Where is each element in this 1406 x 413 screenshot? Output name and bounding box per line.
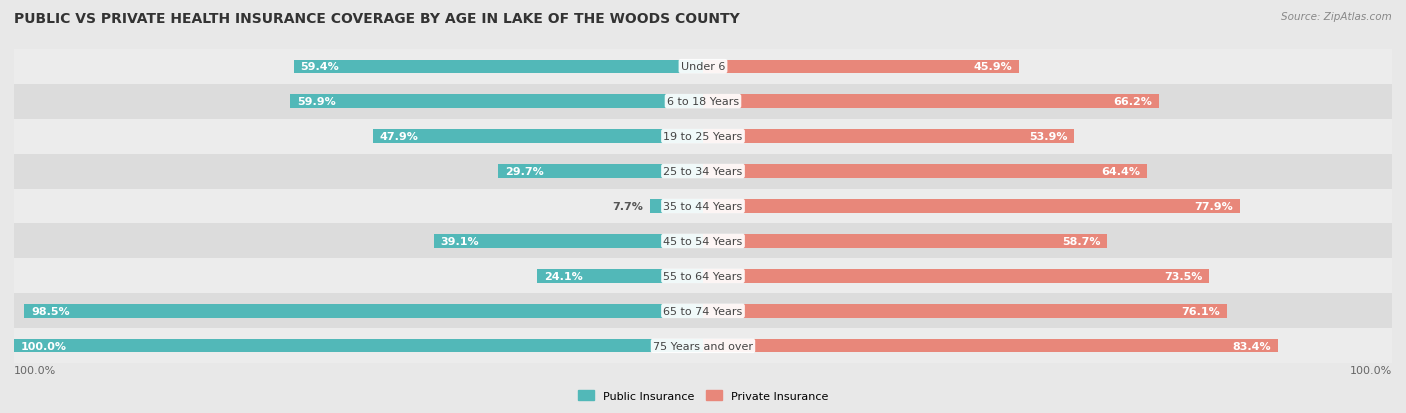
Bar	[703, 235, 1108, 248]
Text: 45.9%: 45.9%	[973, 62, 1012, 72]
Bar	[433, 235, 703, 248]
Text: 76.1%: 76.1%	[1181, 306, 1220, 316]
Text: 25 to 34 Years: 25 to 34 Years	[664, 166, 742, 177]
Text: 83.4%: 83.4%	[1232, 341, 1271, 351]
Text: 45 to 54 Years: 45 to 54 Years	[664, 236, 742, 247]
Text: 77.9%: 77.9%	[1194, 202, 1233, 211]
Bar	[703, 339, 1278, 353]
Text: 75 Years and over: 75 Years and over	[652, 341, 754, 351]
Bar	[0, 224, 1406, 259]
Text: 7.7%: 7.7%	[612, 202, 643, 211]
Text: 73.5%: 73.5%	[1164, 271, 1202, 281]
Bar	[0, 259, 1406, 294]
Bar	[703, 60, 1019, 74]
Text: 100.0%: 100.0%	[14, 365, 56, 375]
Text: 24.1%: 24.1%	[544, 271, 582, 281]
Legend: Public Insurance, Private Insurance: Public Insurance, Private Insurance	[574, 385, 832, 405]
Bar	[0, 294, 1406, 329]
Bar	[703, 95, 1159, 109]
Bar	[703, 130, 1074, 143]
Text: 35 to 44 Years: 35 to 44 Years	[664, 202, 742, 211]
Text: 6 to 18 Years: 6 to 18 Years	[666, 97, 740, 107]
Bar	[650, 200, 703, 213]
Bar	[537, 270, 703, 283]
Text: 100.0%: 100.0%	[21, 341, 67, 351]
Bar	[0, 84, 1406, 119]
Text: 59.4%: 59.4%	[301, 62, 339, 72]
Bar	[294, 60, 703, 74]
Bar	[14, 339, 703, 353]
Text: 59.9%: 59.9%	[297, 97, 336, 107]
Bar	[24, 304, 703, 318]
Bar	[0, 189, 1406, 224]
Bar	[0, 329, 1406, 363]
Bar	[703, 200, 1240, 213]
Text: 100.0%: 100.0%	[1350, 365, 1392, 375]
Text: 29.7%: 29.7%	[505, 166, 544, 177]
Text: 66.2%: 66.2%	[1114, 97, 1152, 107]
Bar	[703, 270, 1209, 283]
Text: 39.1%: 39.1%	[440, 236, 479, 247]
Text: 55 to 64 Years: 55 to 64 Years	[664, 271, 742, 281]
Bar	[498, 165, 703, 178]
Bar	[290, 95, 703, 109]
Text: Under 6: Under 6	[681, 62, 725, 72]
Text: 19 to 25 Years: 19 to 25 Years	[664, 132, 742, 142]
Text: 65 to 74 Years: 65 to 74 Years	[664, 306, 742, 316]
Text: 98.5%: 98.5%	[31, 306, 70, 316]
Text: 64.4%: 64.4%	[1101, 166, 1140, 177]
Bar	[0, 119, 1406, 154]
Text: 53.9%: 53.9%	[1029, 132, 1067, 142]
Bar	[703, 304, 1227, 318]
Text: 47.9%: 47.9%	[380, 132, 419, 142]
Text: 58.7%: 58.7%	[1062, 236, 1101, 247]
Bar	[0, 154, 1406, 189]
Bar	[703, 165, 1147, 178]
Bar	[373, 130, 703, 143]
Bar	[0, 50, 1406, 84]
Text: PUBLIC VS PRIVATE HEALTH INSURANCE COVERAGE BY AGE IN LAKE OF THE WOODS COUNTY: PUBLIC VS PRIVATE HEALTH INSURANCE COVER…	[14, 12, 740, 26]
Text: Source: ZipAtlas.com: Source: ZipAtlas.com	[1281, 12, 1392, 22]
